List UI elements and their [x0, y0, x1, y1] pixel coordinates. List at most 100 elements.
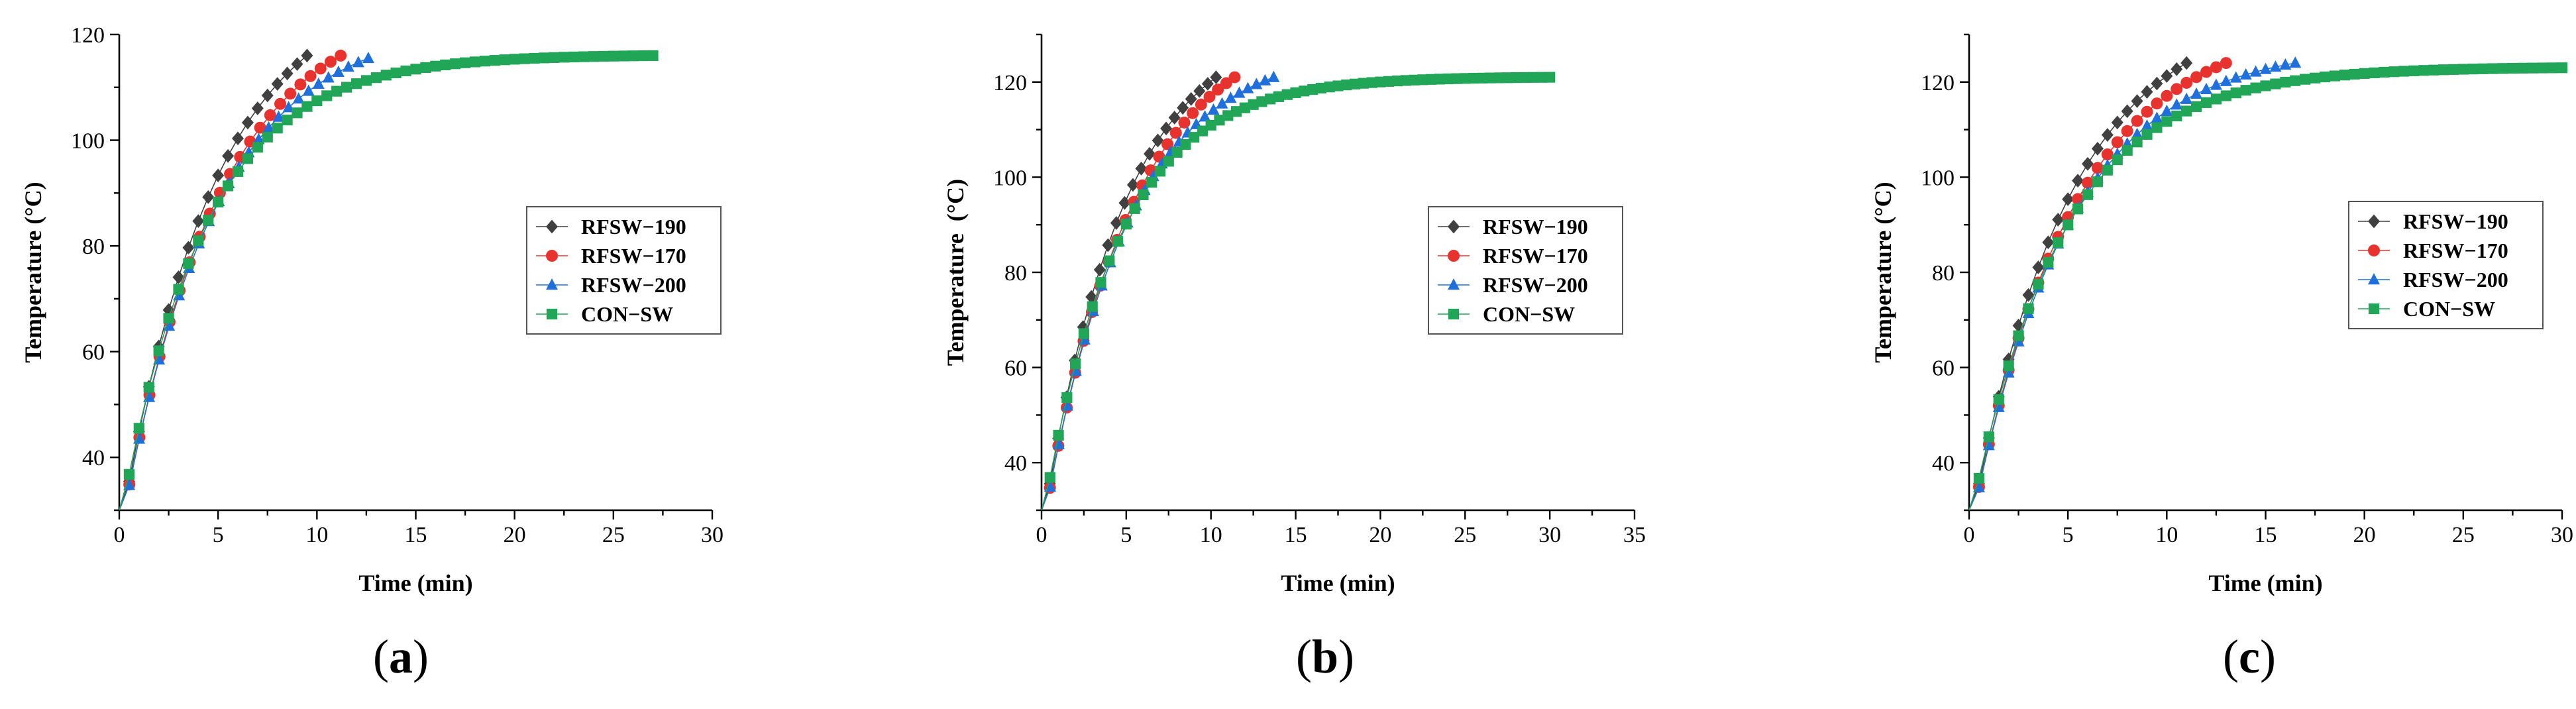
y-axis-title: Temperature (°C) — [942, 179, 969, 366]
data-point-con-sw — [2349, 68, 2360, 80]
legend-label: RFSW−170 — [581, 244, 686, 268]
data-point-rfsw-170 — [1169, 127, 1182, 139]
data-point-rfsw-170 — [304, 70, 317, 82]
data-point-con-sw — [2418, 65, 2430, 76]
y-tick-label: 40 — [1932, 451, 1955, 476]
data-point-con-sw — [1442, 73, 1454, 85]
legend: RFSW−190 RFSW−170 RFSW−200 CON−SW — [2348, 201, 2544, 329]
data-point-con-sw — [252, 142, 263, 153]
data-point-con-sw — [1527, 72, 1538, 83]
legend-box — [1428, 206, 1623, 335]
data-point-con-sw — [1375, 76, 1386, 87]
legend-marker-rfsw-190 — [546, 219, 558, 234]
data-point-con-sw — [479, 56, 491, 67]
legend-label: RFSW−190 — [2403, 209, 2508, 233]
data-point-rfsw-190 — [271, 77, 284, 91]
data-point-con-sw — [390, 67, 402, 79]
data-point-rfsw-170 — [294, 78, 307, 91]
data-point-rfsw-200 — [2289, 56, 2302, 68]
data-point-rfsw-200 — [2210, 78, 2222, 90]
y-tick-label: 100 — [71, 129, 105, 154]
data-point-rfsw-190 — [2131, 94, 2143, 108]
data-point-con-sw — [1129, 203, 1140, 214]
data-point-rfsw-190 — [1093, 262, 1106, 277]
data-point-con-sw — [1307, 83, 1318, 95]
data-point-rfsw-170 — [2190, 71, 2203, 83]
data-point-rfsw-170 — [1178, 116, 1191, 129]
data-point-rfsw-200 — [2269, 60, 2282, 72]
legend-label: CON−SW — [581, 302, 673, 326]
data-point-con-sw — [292, 107, 303, 119]
data-point-con-sw — [509, 54, 520, 65]
x-tick-label: 35 — [1623, 523, 1646, 547]
data-point-con-sw — [1087, 301, 1098, 312]
data-point-con-sw — [459, 57, 471, 68]
data-point-con-sw — [321, 90, 333, 101]
data-point-rfsw-170 — [2141, 105, 2153, 118]
data-point-rfsw-200 — [1250, 78, 1263, 89]
data-point-con-sw — [2497, 63, 2508, 74]
series-rfsw-170 — [1041, 71, 1241, 511]
data-point-rfsw-170 — [1212, 83, 1224, 96]
data-point-con-sw — [2230, 87, 2241, 99]
data-point-con-sw — [213, 196, 224, 208]
data-point-con-sw — [2388, 66, 2400, 78]
data-point-con-sw — [2210, 93, 2222, 105]
legend-box — [2348, 201, 2544, 329]
data-point-con-sw — [2280, 76, 2291, 88]
legend-marker-rfsw-170 — [2368, 245, 2380, 256]
data-point-rfsw-200 — [332, 65, 345, 77]
data-point-con-sw — [2369, 67, 2380, 79]
data-point-rfsw-190 — [1135, 161, 1148, 176]
series-con-sw — [1041, 72, 1556, 511]
data-point-con-sw — [2309, 72, 2321, 83]
data-point-con-sw — [1273, 91, 1285, 102]
data-point-con-sw — [173, 284, 184, 295]
data-point-rfsw-190 — [2052, 213, 2065, 227]
data-point-con-sw — [380, 70, 392, 81]
data-point-rfsw-200 — [282, 101, 295, 113]
x-tick-label: 30 — [1538, 523, 1561, 547]
data-point-con-sw — [1315, 82, 1327, 94]
y-tick-label: 80 — [1004, 261, 1027, 286]
data-point-rfsw-170 — [2101, 148, 2114, 161]
data-point-con-sw — [2131, 136, 2143, 148]
data-point-con-sw — [2507, 62, 2518, 74]
y-tick-label: 120 — [71, 23, 105, 48]
y-tick-label: 100 — [1921, 166, 1955, 190]
data-point-con-sw — [242, 153, 254, 164]
legend-label: RFSW−170 — [1483, 244, 1588, 268]
legend-item-rfsw-170: RFSW−170 — [1438, 244, 1588, 268]
data-point-rfsw-190 — [232, 131, 244, 146]
data-point-rfsw-190 — [2171, 62, 2183, 76]
data-point-rfsw-200 — [1199, 110, 1211, 122]
data-point-rfsw-190 — [301, 48, 313, 63]
y-tick-label: 120 — [993, 71, 1027, 95]
data-point-con-sw — [2329, 70, 2341, 82]
data-point-con-sw — [232, 166, 244, 177]
data-point-con-sw — [1493, 72, 1505, 83]
series-line-rfsw-170 — [119, 55, 341, 511]
data-point-con-sw — [469, 56, 481, 68]
legend-label: RFSW−200 — [1483, 273, 1588, 297]
data-point-con-sw — [2043, 256, 2054, 268]
legend-marker-con-sw — [546, 308, 558, 320]
data-point-con-sw — [2240, 85, 2251, 96]
data-point-con-sw — [2477, 63, 2489, 74]
legend: RFSW−190 RFSW−170 RFSW−200 CON−SW — [526, 206, 722, 335]
data-point-con-sw — [2487, 63, 2498, 74]
legend-marker-rfsw-200 — [1448, 278, 1460, 290]
data-point-rfsw-190 — [2091, 142, 2104, 156]
data-point-con-sw — [2428, 64, 2440, 76]
data-point-con-sw — [311, 95, 323, 107]
data-point-rfsw-170 — [284, 87, 297, 100]
x-tick-label: 10 — [1200, 523, 1222, 547]
data-point-rfsw-190 — [1210, 70, 1222, 84]
data-point-con-sw — [2379, 66, 2390, 78]
data-point-rfsw-190 — [2141, 85, 2153, 99]
legend-item-rfsw-190: RFSW−190 — [2358, 209, 2508, 233]
x-tick-label: 30 — [2551, 523, 2573, 547]
data-point-rfsw-170 — [2121, 125, 2133, 137]
data-point-rfsw-190 — [202, 190, 215, 204]
